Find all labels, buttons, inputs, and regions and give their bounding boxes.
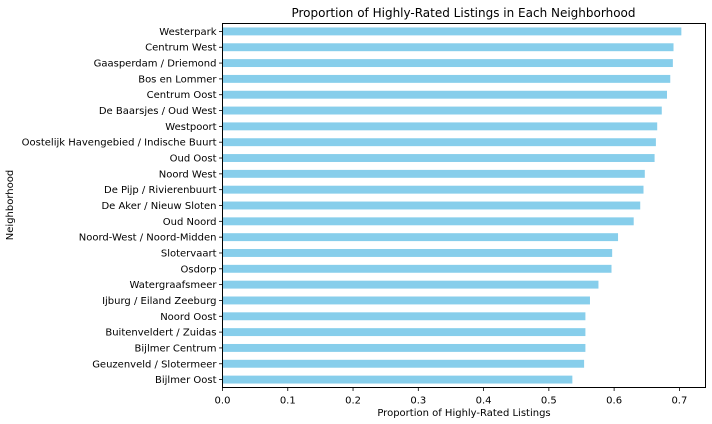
bar [222, 264, 612, 273]
x-axis-ticks: 0.0 0.1 0.2 0.3 0.4 0.5 0.6 0.7 [215, 387, 687, 407]
x-tick-label: 0.6 [606, 396, 622, 407]
y-tick-label: Noord-West / Noord-Midden [79, 233, 217, 244]
bar [222, 90, 667, 99]
y-tick-label: Bijlmer Centrum [135, 343, 217, 354]
bar [222, 375, 573, 384]
bar [222, 122, 658, 131]
y-tick-label: Westerpark [159, 27, 216, 38]
y-tick-label: De Baarsjes / Oud West [99, 106, 217, 117]
bar [222, 185, 644, 194]
y-tick-label: Centrum West [145, 43, 216, 54]
x-tick-label: 0.7 [671, 396, 687, 407]
y-axis-label: Neighborhood [5, 170, 16, 240]
y-tick-label: Gaasperdam / Driemond [94, 59, 217, 70]
bar [222, 43, 674, 52]
bar [222, 343, 586, 352]
bar [222, 27, 682, 36]
y-tick-label: Buitenveldert / Zuidas [105, 328, 216, 339]
bar [222, 169, 645, 178]
x-tick-label: 0.5 [541, 396, 557, 407]
y-tick-label: Watergraafsmeer [130, 280, 218, 291]
bar [222, 359, 585, 368]
x-axis-label: Proportion of Highly-Rated Listings [377, 408, 550, 419]
bar [222, 217, 634, 226]
y-tick-label: Noord West [159, 169, 217, 180]
bars-layer [222, 27, 682, 384]
bar [222, 312, 586, 321]
y-tick-label: Osdorp [180, 264, 216, 275]
y-tick-label: Bos en Lommer [138, 74, 217, 85]
y-tick-label: Slotervaart [161, 248, 217, 259]
y-tick-label: Oud Noord [163, 217, 217, 228]
bar [222, 201, 641, 210]
bar [222, 328, 586, 337]
y-tick-label: De Aker / Nieuw Sloten [101, 201, 216, 212]
y-tick-label: Noord Oost [160, 312, 216, 323]
x-tick-label: 0.2 [345, 396, 361, 407]
bar [222, 59, 673, 68]
bar [222, 138, 656, 147]
x-tick-label: 0.4 [476, 396, 492, 407]
x-tick-label: 0.3 [410, 396, 426, 407]
y-tick-label: Oostelijk Havengebied / Indische Buurt [22, 138, 217, 149]
bar [222, 154, 655, 162]
bar [222, 249, 613, 257]
y-axis-ticks: Westerpark Centrum West Gaasperdam / Driem… [22, 27, 223, 386]
x-tick-label: 0.1 [280, 396, 296, 407]
y-tick-label: Bijlmer Oost [155, 375, 217, 386]
y-tick-label: Centrum Oost [147, 90, 217, 101]
bar [222, 106, 662, 115]
bar [222, 233, 619, 242]
bar [222, 74, 671, 83]
plot-frame [222, 23, 706, 388]
x-tick-label: 0.0 [215, 396, 231, 407]
y-tick-label: Westpoort [165, 122, 216, 133]
y-tick-label: De Pijp / Rivierenbuurt [104, 185, 217, 196]
y-tick-label: Geuzenveld / Slotermeer [92, 359, 217, 370]
y-tick-label: Oud Oost [170, 154, 217, 165]
bar [222, 296, 590, 305]
chart-title: Proportion of Highly-Rated Listings in E… [291, 6, 635, 20]
bar [222, 280, 599, 289]
y-tick-label: Ijburg / Eiland Zeeburg [102, 296, 216, 307]
